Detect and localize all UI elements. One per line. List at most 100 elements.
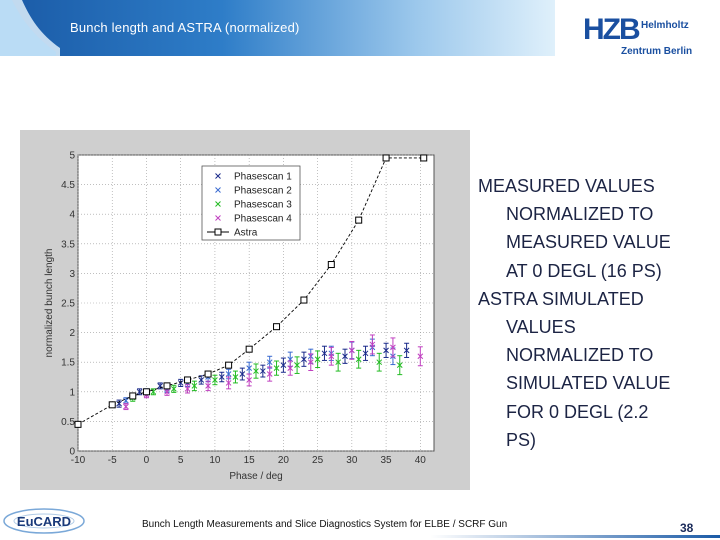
y-axis-label: normalized bunch length [44,249,55,358]
logo-mark: HZB [583,13,641,46]
data-point [355,356,362,363]
series-group [74,154,428,428]
data-point [246,365,253,371]
legend-label: Phasescan 2 [234,186,292,197]
footer-caption: Bunch Length Measurements and Slice Diag… [142,519,508,530]
data-point [191,383,198,389]
data-point [239,371,246,377]
y-tick-label: 0 [69,447,75,458]
data-point [280,362,287,369]
data-point [259,368,266,374]
astra-point [245,345,253,353]
logo-line2: Zentrum Berlin [621,46,693,57]
data-point [294,362,300,369]
legend-swatch [215,173,221,179]
data-point [383,347,389,354]
bullet-line: MEASURED VALUE [506,232,671,253]
bullet-line: VALUES [506,317,576,338]
data-point [205,383,211,389]
bunch-length-chart: -10 -5 0 5 10 15 20 25 30 35 40 0 0.5 1 1.5 2 2.5 3 3.5 4 4.… [44,151,435,482]
page-title: Bunch length and ASTRA (normalized) [70,20,300,35]
legend-swatch [215,215,221,221]
bullet-line: NORMALIZED TO [506,204,654,225]
bullet-line: PS) [506,429,537,450]
x-axis-label: Phase / deg [229,471,282,482]
data-point [390,344,396,351]
bullet-line: ASTRA SIMULATED [478,288,644,309]
footer-rule [430,535,720,538]
bullet-line: MEASURED VALUES [478,176,655,196]
data-point [218,374,225,380]
x-tick-label: 0 [144,455,150,466]
astra-point [300,296,308,304]
bullet-line: AT 0 DEGL (16 PS) [506,260,662,281]
hzb-logo: HZB Helmholtz Zentrum Berlin [583,14,703,58]
y-tick-label: 2 [69,328,75,339]
legend-swatch [215,187,221,193]
eucard-label: EuCARD [17,514,71,529]
astra-point [163,382,171,390]
axis-ticks: -10 -5 0 5 10 15 20 25 30 35 40 0 0.5 1 1.5 2 2.5 3 3.5 4 4.… [61,151,426,467]
data-point [246,377,253,383]
legend-swatch [215,201,221,207]
legend-label: Phasescan 1 [234,172,292,183]
astra-point [420,154,428,162]
data-point [253,368,259,374]
bullet-item: ASTRA SIMULATED VALUES NORMALIZED TO SIM… [478,285,718,454]
data-point [225,380,232,386]
legend-label: Astra [234,228,258,239]
series-group [116,342,410,408]
astra-point [225,361,233,369]
astra-point [108,401,116,409]
series-layer [74,154,428,428]
data-point [266,359,273,366]
x-tick-label: 15 [244,455,256,466]
eucard-logo: EuCARD [3,508,85,534]
x-tick-label: 5 [178,455,184,466]
astra-point [382,154,390,162]
x-tick-label: 35 [381,455,393,466]
data-point [273,365,280,371]
data-point [177,380,184,386]
data-point [232,374,239,380]
y-tick-label: 4.5 [61,180,75,191]
y-tick-label: 1 [69,387,75,398]
data-point [170,385,177,392]
data-point [335,359,342,366]
data-point [362,350,369,357]
legend-swatch [214,228,222,236]
bullet-line: FOR 0 DEGL (2.2 [506,401,649,422]
bullet-list: MEASURED VALUES NORMALIZED TO MEASURED V… [478,172,718,454]
data-point [417,353,424,360]
y-tick-label: 2.5 [61,299,75,310]
astra-point [129,392,137,400]
x-tick-label: -5 [108,455,117,466]
y-tick-label: 0.5 [61,417,75,428]
x-tick-label: 25 [312,455,324,466]
data-point [225,371,232,377]
astra-point [327,261,335,269]
astra-point [184,376,192,384]
data-point [164,388,170,395]
data-point [287,365,294,371]
data-point [314,356,321,363]
x-tick-label: 30 [346,455,358,466]
logo-line1: Helmholtz [641,20,689,31]
x-tick-label: 20 [278,455,290,466]
data-point [301,356,307,363]
data-point [116,400,122,407]
y-tick-label: 1.5 [61,358,75,369]
data-point [396,362,403,369]
chart-figure: -10 -5 0 5 10 15 20 25 30 35 40 0 0.5 1 1.5 2 2.5 3 3.5 4 4.… [20,130,470,490]
data-point [123,397,129,404]
data-point [198,377,205,383]
astra-point [204,370,212,378]
data-point [328,353,335,360]
y-tick-label: 3.5 [61,239,75,250]
page-number: 38 [680,521,694,535]
bullet-line: SIMULATED VALUE [506,373,671,394]
data-point [266,371,273,377]
legend-box [201,165,301,241]
astra-point [74,420,82,428]
legend-label: Phasescan 3 [234,200,292,211]
